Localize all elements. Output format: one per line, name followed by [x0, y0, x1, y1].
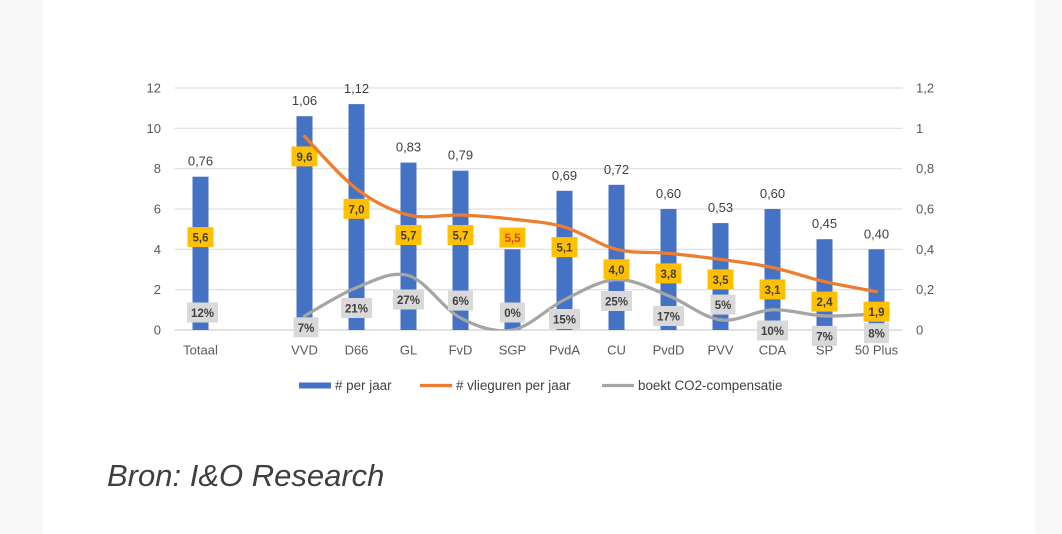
svg-text:4: 4	[154, 242, 161, 257]
svg-text:0,69: 0,69	[552, 168, 577, 183]
svg-text:12: 12	[147, 81, 161, 96]
svg-text:1,06: 1,06	[292, 93, 317, 108]
svg-text:6%: 6%	[452, 296, 469, 308]
svg-text:0,60: 0,60	[656, 186, 681, 201]
svg-text:PvdA: PvdA	[549, 343, 580, 358]
svg-text:Totaal: Totaal	[183, 343, 218, 358]
svg-text:1,12: 1,12	[344, 81, 369, 96]
svg-text:SP: SP	[816, 343, 833, 358]
svg-text:CU: CU	[607, 343, 626, 358]
svg-text:0,79: 0,79	[448, 148, 473, 163]
svg-text:15%: 15%	[553, 315, 576, 327]
svg-text:50 Plus: 50 Plus	[855, 343, 899, 358]
svg-text:5,1: 5,1	[557, 243, 574, 255]
svg-text:GL: GL	[400, 343, 417, 358]
svg-text:PvdD: PvdD	[653, 343, 685, 358]
svg-text:3,8: 3,8	[661, 269, 678, 281]
svg-text:CDA: CDA	[759, 343, 787, 358]
svg-text:7,0: 7,0	[349, 204, 365, 216]
svg-text:4,0: 4,0	[609, 265, 625, 277]
svg-text:1: 1	[916, 121, 923, 136]
svg-text:0,83: 0,83	[396, 140, 421, 155]
svg-text:17%: 17%	[657, 312, 680, 324]
svg-text:PVV: PVV	[707, 343, 733, 358]
svg-text:8%: 8%	[868, 329, 885, 341]
svg-text:3,1: 3,1	[765, 285, 782, 297]
svg-text:1,2: 1,2	[916, 81, 934, 96]
svg-text:2: 2	[154, 282, 161, 297]
svg-text:boekt CO2-compensatie: boekt CO2-compensatie	[638, 378, 782, 393]
svg-text:10%: 10%	[761, 326, 784, 338]
svg-text:0,76: 0,76	[188, 154, 213, 169]
svg-text:0,2: 0,2	[916, 282, 934, 297]
svg-text:10: 10	[147, 121, 161, 136]
svg-text:7%: 7%	[298, 323, 315, 335]
svg-text:FvD: FvD	[449, 343, 473, 358]
svg-text:0,6: 0,6	[916, 202, 934, 217]
svg-text:21%: 21%	[345, 304, 368, 316]
svg-text:5,7: 5,7	[453, 231, 469, 243]
svg-text:2,4: 2,4	[817, 297, 834, 309]
svg-text:7%: 7%	[816, 331, 833, 343]
svg-text:6: 6	[154, 202, 161, 217]
svg-text:0,53: 0,53	[708, 200, 733, 215]
svg-text:0%: 0%	[504, 308, 521, 320]
svg-text:12%: 12%	[191, 308, 214, 320]
svg-text:0,4: 0,4	[916, 242, 934, 257]
svg-text:# vlieguren per jaar: # vlieguren per jaar	[456, 378, 571, 393]
svg-text:0: 0	[154, 323, 161, 338]
svg-text:Bron: I&O Research: Bron: I&O Research	[107, 458, 384, 493]
svg-text:0,45: 0,45	[812, 216, 837, 231]
svg-text:27%: 27%	[397, 295, 420, 307]
svg-text:VVD: VVD	[291, 343, 318, 358]
svg-text:SGP: SGP	[499, 343, 526, 358]
svg-text:0,60: 0,60	[760, 186, 785, 201]
svg-text:# per jaar: # per jaar	[335, 378, 392, 393]
svg-text:0,72: 0,72	[604, 162, 629, 177]
svg-text:5,5: 5,5	[505, 233, 522, 245]
svg-text:5%: 5%	[715, 300, 732, 312]
svg-text:0,8: 0,8	[916, 161, 934, 176]
svg-text:5,6: 5,6	[193, 233, 209, 245]
svg-text:9,6: 9,6	[297, 152, 313, 164]
svg-text:0: 0	[916, 323, 923, 338]
svg-text:5,7: 5,7	[401, 231, 417, 243]
svg-text:25%: 25%	[605, 297, 628, 309]
svg-text:3,5: 3,5	[713, 275, 730, 287]
svg-text:1,9: 1,9	[869, 307, 885, 319]
svg-text:8: 8	[154, 161, 161, 176]
svg-text:D66: D66	[345, 343, 369, 358]
svg-text:0,40: 0,40	[864, 226, 889, 241]
